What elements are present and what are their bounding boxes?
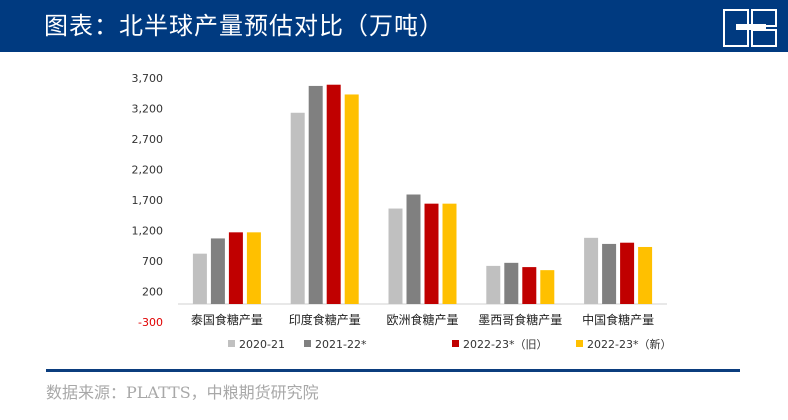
legend-swatch <box>304 340 311 347</box>
title-bar: 图表：北半球产量预估对比（万吨） <box>0 0 788 52</box>
bar <box>246 232 261 304</box>
category-label: 墨西哥食糖产量 <box>478 312 562 327</box>
y-tick-label: 3,200 <box>132 103 164 116</box>
bar <box>638 246 653 304</box>
bar <box>308 85 323 305</box>
company-logo-icon <box>723 9 777 47</box>
category-label: 泰国食糖产量 <box>191 312 263 327</box>
bar <box>406 194 421 304</box>
bar <box>228 232 243 304</box>
bar <box>540 270 555 304</box>
y-tick-label: 200 <box>142 286 163 299</box>
legend-label: 2022-23*（旧） <box>463 338 547 351</box>
bar <box>442 203 457 304</box>
bar <box>388 208 403 304</box>
bar <box>326 84 341 305</box>
legend-label: 2021-22* <box>315 338 367 351</box>
bar <box>584 237 599 304</box>
y-tick-label: 2,200 <box>132 164 164 177</box>
bar <box>504 262 519 304</box>
y-tick-label: 2,700 <box>132 133 164 146</box>
legend-swatch <box>228 340 235 347</box>
chart-area: -300 200 700 1,200 1,700 2,200 2,700 3,200 3,700… <box>0 52 788 370</box>
bar <box>522 267 537 304</box>
legend-swatch <box>452 340 459 347</box>
bar <box>620 242 635 304</box>
page-title: 图表：北半球产量预估对比（万吨） <box>44 12 444 40</box>
bar <box>210 238 225 304</box>
bar <box>290 112 305 304</box>
bar <box>486 265 501 304</box>
y-tick-label: -300 <box>138 316 163 329</box>
legend-label: 2022-23*（新） <box>587 337 671 351</box>
category-label: 中国食糖产量 <box>582 312 654 327</box>
bar <box>424 203 439 304</box>
category-label: 印度食糖产量 <box>289 312 361 327</box>
source-note: 数据来源：PLATTS，中粮期货研究院 <box>46 383 319 402</box>
legend-label: 2020-21 <box>239 338 285 351</box>
bar <box>344 94 359 304</box>
bar <box>192 253 207 304</box>
y-tick-label: 700 <box>142 255 163 268</box>
y-tick-label: 3,700 <box>132 72 164 85</box>
legend-swatch <box>576 340 583 347</box>
bar <box>602 243 617 304</box>
divider-line <box>46 369 740 372</box>
y-tick-label: 1,200 <box>132 225 164 238</box>
y-tick-label: 1,700 <box>132 194 164 207</box>
category-label: 欧洲食糖产量 <box>386 312 458 327</box>
bar-chart: -300 200 700 1,200 1,700 2,200 2,700 3,200 3,700… <box>132 72 672 351</box>
